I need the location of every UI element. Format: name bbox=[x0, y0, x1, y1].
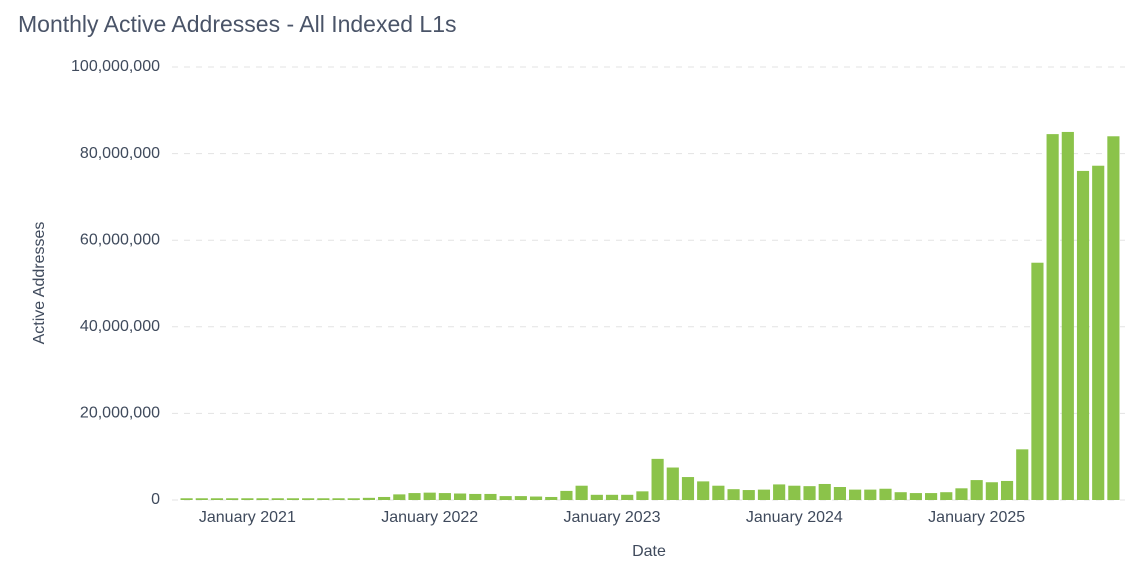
bar bbox=[226, 498, 239, 500]
bar bbox=[1107, 136, 1120, 500]
bar bbox=[286, 498, 300, 500]
y-tick-label: 60,000,000 bbox=[80, 231, 160, 248]
bar bbox=[788, 485, 801, 500]
bar bbox=[1016, 449, 1029, 500]
bar bbox=[256, 498, 269, 500]
x-tick-label: January 2023 bbox=[564, 509, 661, 526]
bar bbox=[818, 483, 831, 500]
bar bbox=[1000, 480, 1014, 500]
bar bbox=[636, 491, 649, 500]
y-tick-label: 20,000,000 bbox=[80, 405, 160, 422]
bar bbox=[1031, 262, 1044, 500]
y-tick-label: 100,000,000 bbox=[71, 58, 160, 75]
bar bbox=[1076, 170, 1090, 501]
bar bbox=[879, 488, 892, 500]
bar bbox=[773, 484, 786, 500]
x-axis-label: Date bbox=[632, 543, 666, 560]
bar bbox=[271, 498, 284, 500]
bar bbox=[378, 496, 391, 500]
bar bbox=[864, 489, 877, 500]
bar bbox=[560, 490, 573, 500]
bar bbox=[621, 494, 634, 500]
bar bbox=[742, 490, 755, 500]
bar bbox=[210, 498, 224, 500]
bar bbox=[514, 496, 527, 500]
bar bbox=[302, 498, 315, 500]
bar bbox=[575, 485, 588, 500]
bar bbox=[545, 496, 558, 500]
bar bbox=[803, 486, 816, 500]
bar bbox=[970, 480, 983, 500]
y-tick-label: 80,000,000 bbox=[80, 145, 160, 162]
y-axis-label: Active Addresses bbox=[31, 222, 48, 345]
bar bbox=[195, 498, 208, 500]
bar bbox=[1061, 131, 1074, 500]
bar bbox=[605, 494, 619, 500]
bar bbox=[940, 492, 953, 500]
x-tick-label: January 2025 bbox=[928, 509, 1025, 526]
bar bbox=[529, 496, 543, 500]
bar bbox=[925, 493, 938, 500]
bar bbox=[499, 496, 512, 500]
bar bbox=[697, 481, 710, 500]
x-tick-label: January 2022 bbox=[381, 509, 478, 526]
bar bbox=[332, 498, 345, 500]
bar bbox=[955, 488, 968, 500]
bar bbox=[362, 497, 375, 500]
bar bbox=[894, 492, 907, 500]
bar bbox=[423, 492, 436, 500]
bar bbox=[590, 494, 603, 500]
x-tick-label: January 2024 bbox=[746, 509, 843, 526]
bar bbox=[180, 498, 193, 500]
bar bbox=[909, 493, 922, 500]
bar bbox=[651, 458, 664, 500]
x-tick-label: January 2021 bbox=[199, 509, 296, 526]
bar bbox=[454, 493, 467, 500]
bar bbox=[727, 489, 740, 500]
bar bbox=[393, 494, 406, 500]
bar bbox=[681, 477, 695, 500]
bar bbox=[849, 489, 862, 500]
bar bbox=[347, 498, 360, 500]
bar bbox=[1092, 165, 1105, 500]
bar bbox=[469, 493, 482, 500]
bar bbox=[833, 487, 846, 500]
bar bbox=[985, 482, 998, 500]
bar bbox=[438, 493, 451, 500]
bar bbox=[484, 493, 497, 500]
bar bbox=[712, 485, 725, 500]
bar bbox=[241, 498, 254, 500]
y-tick-label: 40,000,000 bbox=[80, 318, 160, 335]
bar bbox=[317, 498, 330, 500]
bar bbox=[408, 493, 421, 500]
bar bbox=[666, 467, 679, 500]
chart-title: Monthly Active Addresses - All Indexed L… bbox=[18, 11, 457, 37]
y-tick-label: 0 bbox=[151, 491, 160, 508]
bar bbox=[1046, 134, 1059, 501]
bar bbox=[757, 489, 771, 500]
